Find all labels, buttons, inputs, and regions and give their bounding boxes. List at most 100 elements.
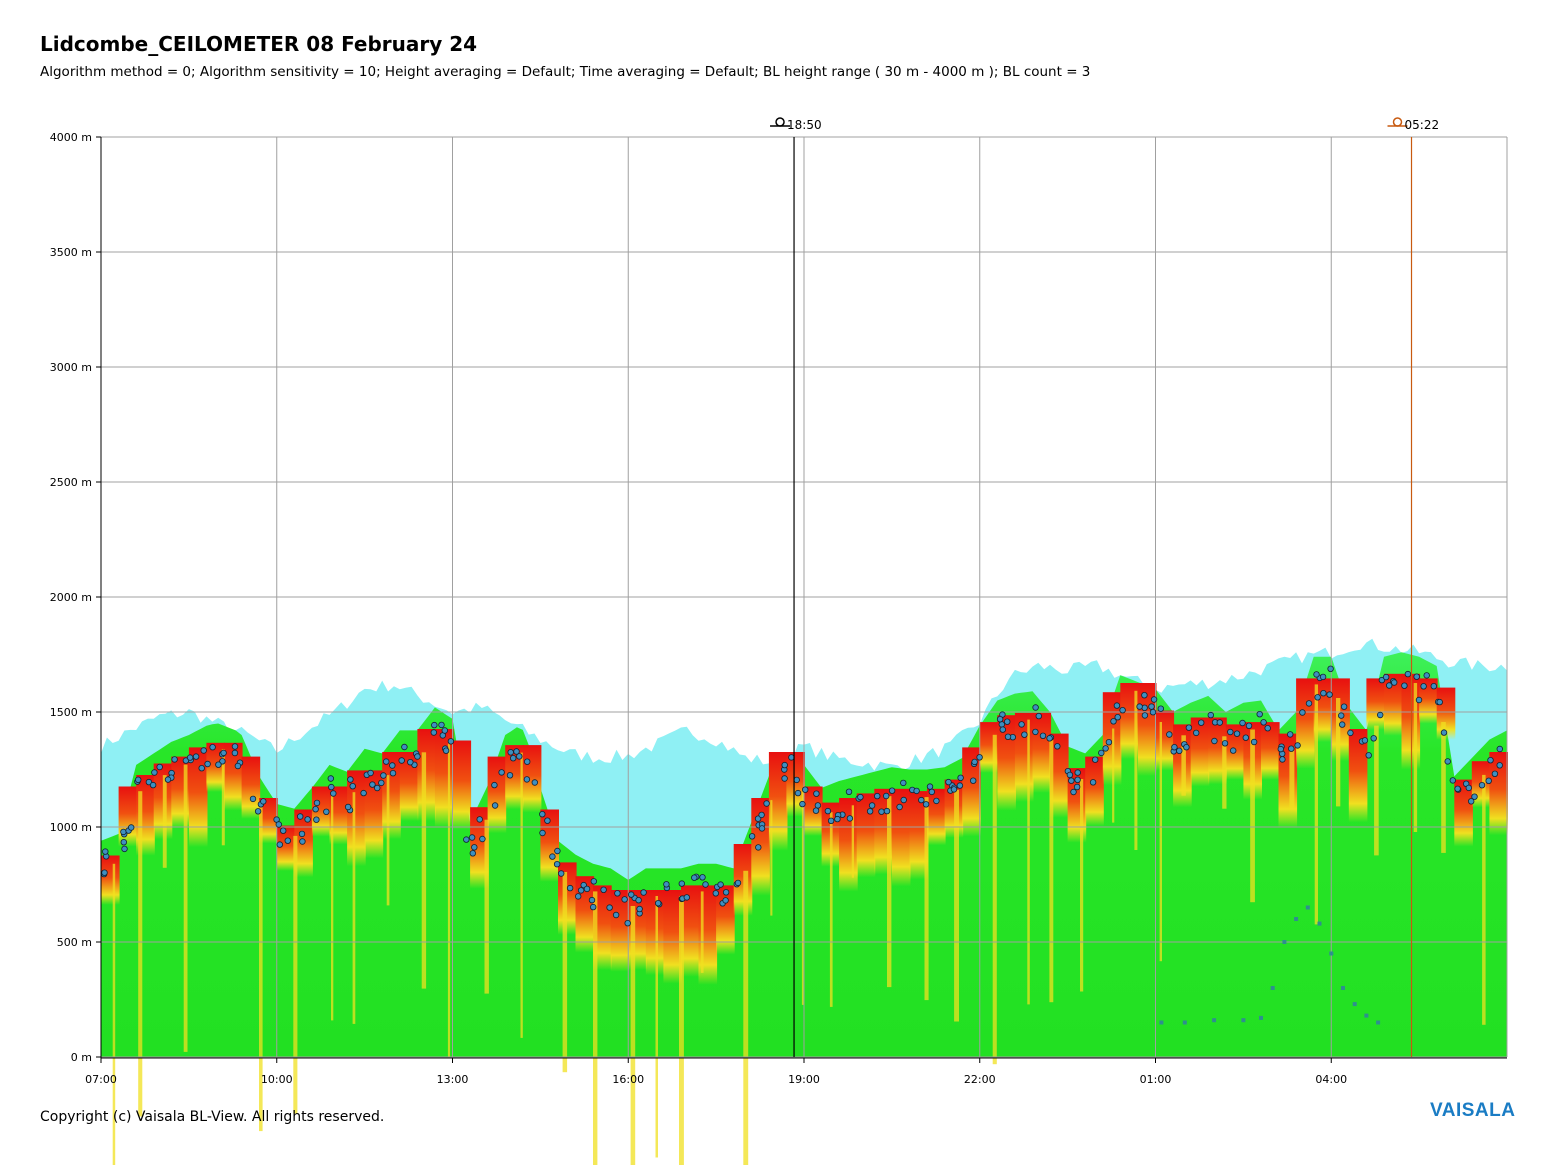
backscatter-drip — [1482, 774, 1486, 1025]
backscatter-drip — [138, 791, 143, 1117]
bl-marker-point — [430, 729, 437, 736]
bl-low-marker — [1364, 1013, 1369, 1018]
bl-marker-point — [102, 848, 109, 855]
bl-marker-point — [469, 850, 476, 857]
bl-marker-point — [1401, 682, 1408, 689]
backscatter-drip — [221, 749, 225, 846]
bl-marker-point — [1256, 711, 1263, 718]
bl-marker-point — [276, 841, 283, 848]
bl-marker-point — [1018, 721, 1025, 728]
backscatter-band-segment — [417, 729, 436, 821]
backscatter-band-segment — [1208, 717, 1227, 785]
bl-marker-point — [1337, 712, 1345, 719]
backscatter-drip — [1441, 722, 1446, 853]
bl-marker-point — [134, 776, 142, 783]
bl-marker-point — [1110, 718, 1117, 725]
bl-marker-point — [945, 778, 952, 786]
backscatter-drip — [1250, 729, 1255, 903]
backscatter-drip — [655, 896, 658, 1158]
sunset-icon — [770, 117, 791, 127]
backscatter-band-segment — [1348, 729, 1368, 823]
backscatter-drip — [801, 788, 805, 1005]
bl-marker-point — [1436, 698, 1443, 706]
backscatter-band-segment — [786, 752, 805, 817]
bl-marker-point — [304, 816, 311, 823]
bl-marker-point — [1150, 696, 1158, 703]
bl-marker-point — [531, 779, 538, 786]
bl-marker-point — [145, 778, 153, 786]
y-tick-label: 0 m — [71, 1051, 92, 1064]
bl-low-marker — [1241, 1018, 1246, 1023]
bl-marker-point — [1361, 737, 1369, 744]
backscatter-band-segment — [188, 747, 208, 848]
bl-marker-point — [788, 754, 795, 761]
backscatter-band-segment — [329, 786, 349, 845]
backscatter-drip — [1134, 690, 1138, 850]
bl-marker-point — [389, 770, 397, 777]
bl-marker-point — [755, 844, 762, 851]
bl-low-marker — [1270, 986, 1275, 990]
bl-marker-point — [1221, 740, 1229, 747]
bl-marker-point — [298, 830, 306, 838]
bl-marker-point — [878, 808, 885, 815]
bl-marker-point — [347, 776, 354, 783]
bl-marker-point — [149, 781, 157, 789]
bl-marker-point — [1413, 673, 1420, 680]
bl-low-marker — [1376, 1020, 1381, 1025]
bl-marker-point — [624, 920, 631, 927]
bl-marker-point — [606, 904, 613, 911]
bl-marker-point — [383, 758, 390, 765]
bl-marker-point — [219, 758, 226, 765]
bl-marker-point — [970, 777, 977, 784]
bl-marker-point — [1487, 757, 1494, 764]
bl-marker-point — [468, 834, 476, 841]
backscatter-band-segment — [681, 885, 700, 977]
bl-marker-point — [1066, 771, 1074, 779]
bl-marker-point — [900, 779, 907, 787]
backscatter-band-segment — [733, 844, 753, 916]
bl-marker-point — [380, 772, 387, 779]
bl-marker-point — [1496, 762, 1503, 769]
bl-marker-point — [1250, 738, 1258, 746]
bl-marker-point — [1286, 731, 1294, 738]
backscatter-band-segment — [1050, 733, 1069, 818]
x-tick-label: 01:00 — [1140, 1073, 1172, 1086]
bl-marker-point — [344, 803, 352, 811]
bl-marker-point — [1046, 735, 1053, 742]
backscatter-drip — [770, 800, 773, 916]
bl-marker-point — [577, 887, 585, 894]
backscatter-band-segment — [1331, 678, 1350, 761]
bl-marker-point — [628, 891, 635, 898]
bl-marker-point — [814, 802, 822, 809]
backscatter-drip — [562, 872, 568, 1073]
bl-marker-point — [846, 815, 854, 822]
backscatter-drip — [1413, 683, 1418, 832]
bl-marker-point — [186, 754, 194, 761]
bl-marker-point — [1288, 745, 1295, 752]
y-tick-label: 2000 m — [50, 591, 92, 604]
bl-marker-point — [1385, 682, 1393, 689]
copyright-text: Copyright (c) Vaisala BL-View. All right… — [40, 1109, 385, 1125]
bl-marker-point — [1039, 732, 1047, 739]
bl-marker-point — [539, 811, 546, 818]
backscatter-drip — [259, 803, 263, 1132]
bl-marker-point — [1070, 788, 1077, 796]
backscatter-band-segment — [101, 855, 120, 905]
bl-low-marker — [1282, 940, 1287, 944]
y-tick-label: 1500 m — [50, 706, 92, 719]
bl-marker-point — [1279, 756, 1286, 763]
bl-marker-point — [544, 817, 551, 824]
backscatter-drip — [679, 896, 684, 1165]
backscatter-drip — [851, 805, 854, 878]
bl-marker-point — [1004, 733, 1012, 740]
bl-marker-point — [590, 903, 597, 911]
bl-marker-point — [636, 905, 643, 913]
bl-marker-point — [471, 844, 478, 851]
backscatter-drip — [1336, 698, 1341, 807]
bl-marker-point — [1313, 671, 1320, 678]
bl-marker-point — [1326, 691, 1333, 698]
backscatter-drip — [924, 797, 929, 1001]
backscatter-band-segment — [1032, 712, 1052, 793]
bl-marker-point — [691, 874, 698, 881]
